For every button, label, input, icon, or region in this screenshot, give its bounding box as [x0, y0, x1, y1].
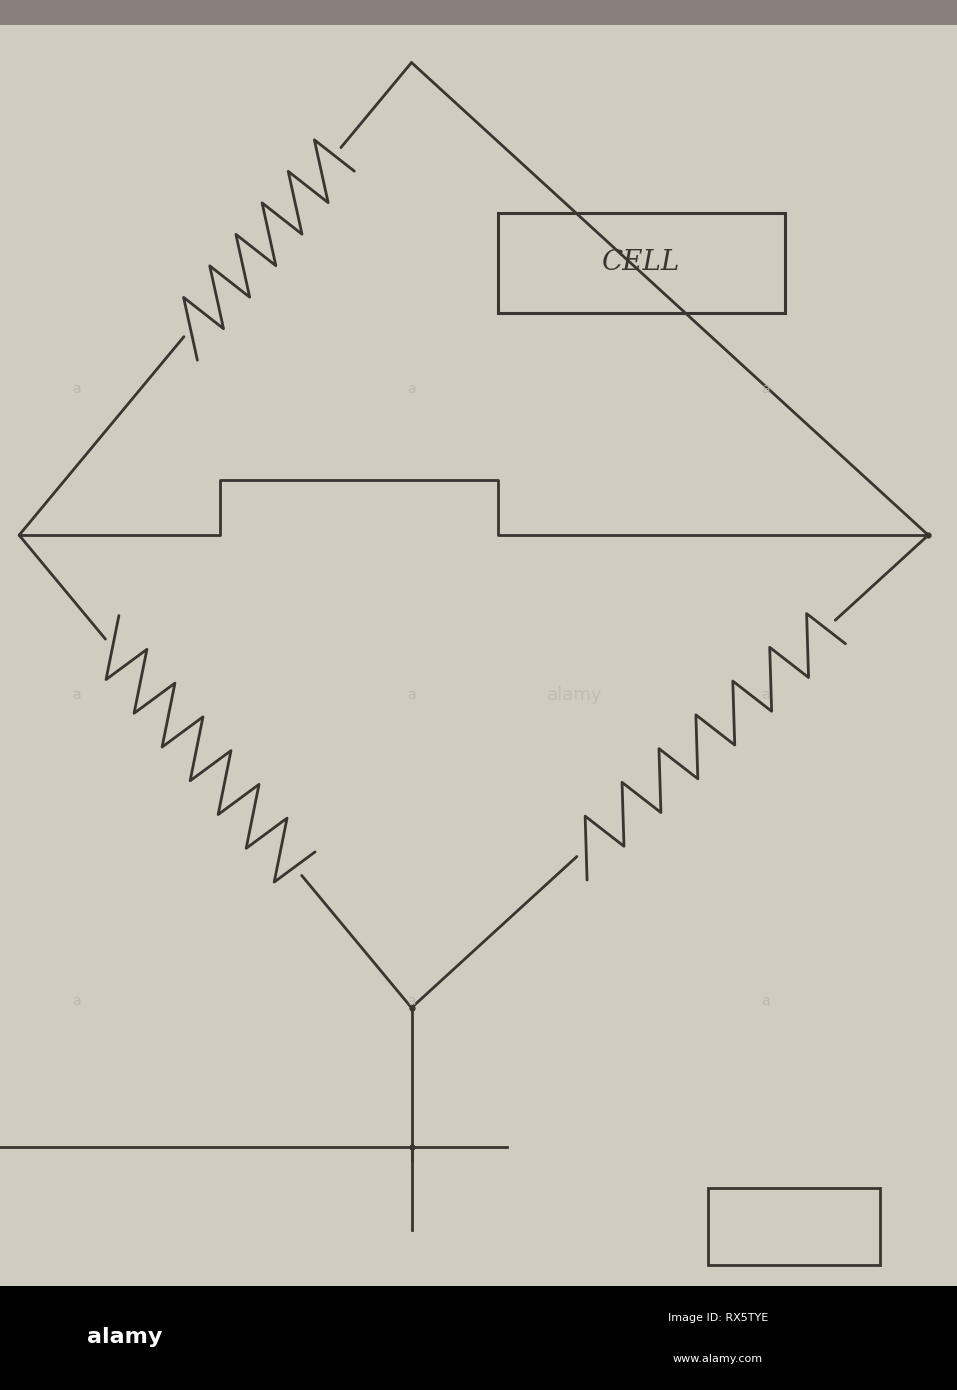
Text: CELL: CELL	[602, 249, 680, 277]
Bar	[708, 1188, 880, 1265]
Text: a: a	[72, 994, 81, 1008]
Text: alamy: alamy	[546, 687, 602, 703]
Text: a: a	[72, 382, 81, 396]
Text: a: a	[761, 688, 770, 702]
Text: alamy: alamy	[87, 1327, 162, 1347]
Text: www.alamy.com: www.alamy.com	[673, 1354, 763, 1365]
Text: Image ID: RX5TYE: Image ID: RX5TYE	[668, 1312, 768, 1323]
Text: a: a	[72, 688, 81, 702]
Text: a: a	[761, 994, 770, 1008]
Text: a: a	[761, 382, 770, 396]
Bar	[498, 213, 785, 313]
Text: a: a	[407, 382, 416, 396]
Bar	[0, 0, 957, 25]
Text: a: a	[407, 688, 416, 702]
Text: a: a	[407, 994, 416, 1008]
Bar	[0, 1286, 957, 1390]
